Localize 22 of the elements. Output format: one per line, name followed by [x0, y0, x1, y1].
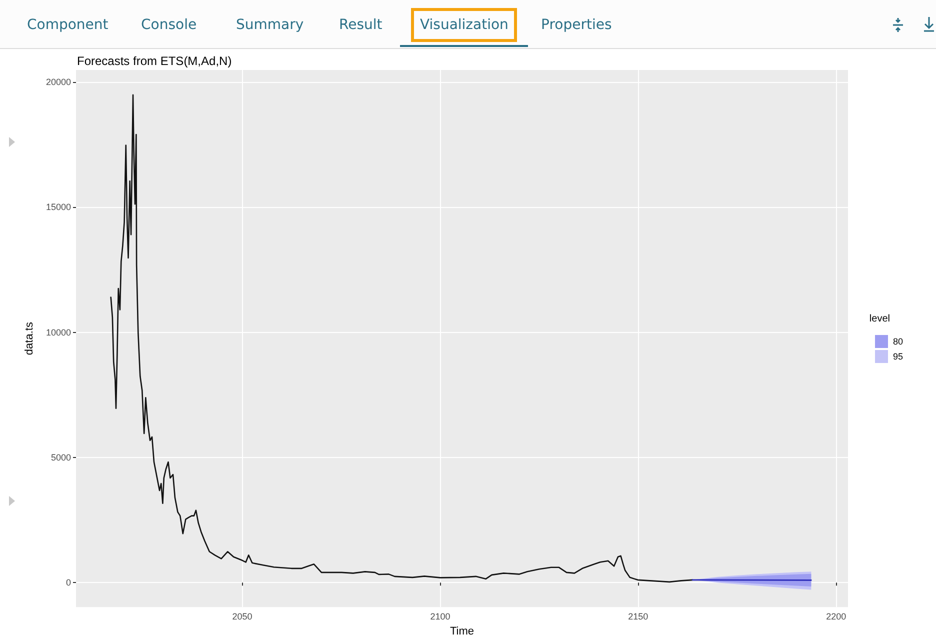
y-axis-title: data.ts — [24, 322, 36, 356]
x-tick-label: 2100 — [430, 612, 450, 622]
legend-label: 95 — [892, 352, 904, 362]
text: Visualization — [420, 17, 508, 33]
x-tick-label: 2150 — [628, 612, 648, 622]
x-tick-label: 2200 — [826, 612, 846, 622]
x-tick-label: 2050 — [232, 612, 252, 622]
legend-title: level — [869, 314, 890, 324]
chart-title: Forecasts from ETS(M,Ad,N) — [77, 54, 232, 68]
y-tick-label: 20000 — [46, 76, 71, 87]
text: Result — [339, 17, 382, 33]
text: Component — [27, 17, 108, 33]
text: Properties — [541, 17, 612, 33]
line-series — [110, 94, 694, 583]
text: Console — [141, 17, 197, 33]
x-axis-title: Time — [450, 626, 474, 638]
y-tick-label: 10000 — [46, 327, 71, 338]
y-tick-label: 5000 — [50, 452, 71, 462]
text: Summary — [236, 17, 304, 33]
y-tick-label: 0 — [66, 578, 71, 588]
legend-label: 80 — [892, 336, 904, 346]
y-tick-label: 15000 — [46, 202, 71, 212]
